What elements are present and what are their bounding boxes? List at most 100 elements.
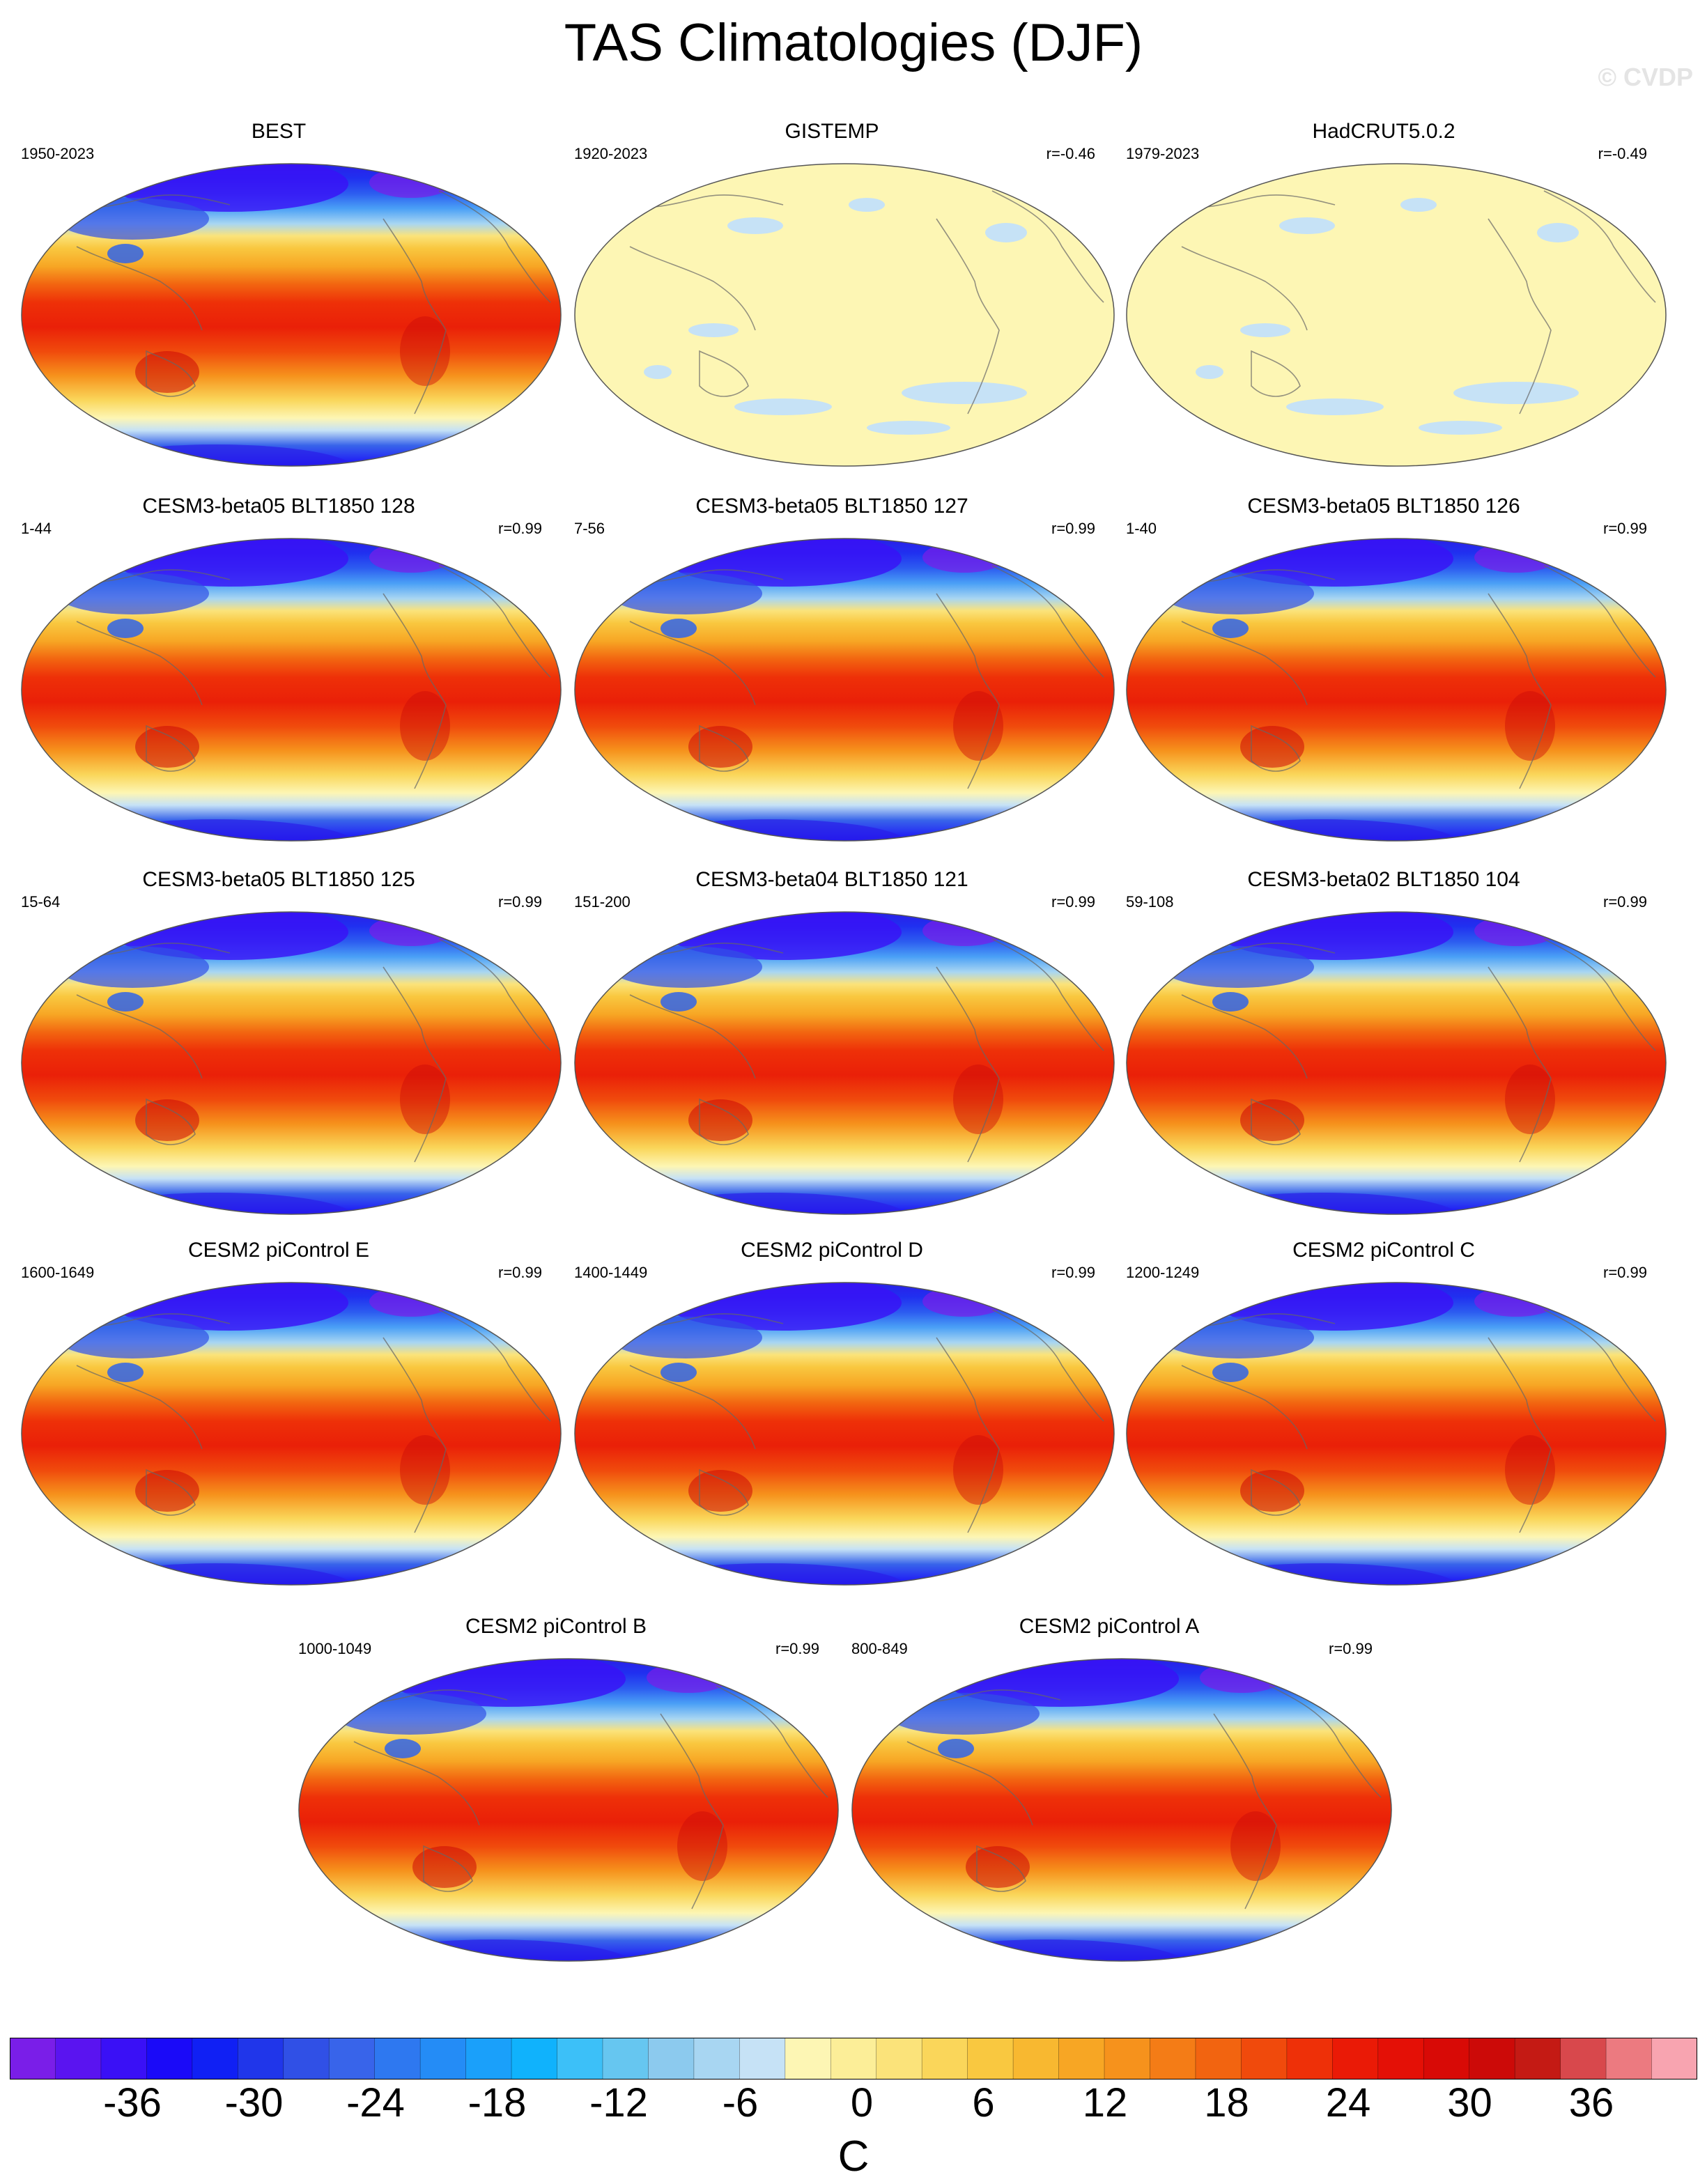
panel-correlation: r=0.99 bbox=[498, 520, 542, 537]
global-temperature-map bbox=[21, 1282, 562, 1586]
coastline bbox=[383, 966, 447, 1163]
coastline bbox=[1269, 1685, 1382, 1798]
tibet-cold-spot bbox=[1212, 1363, 1249, 1382]
australia-warm-region bbox=[688, 1099, 752, 1141]
siberia-cold-region bbox=[609, 1317, 762, 1358]
panel-title: CESM3-beta05 BLT1850 127 bbox=[695, 495, 968, 518]
panel-correlation: r=-0.46 bbox=[1046, 145, 1095, 162]
australia-warm-region bbox=[412, 1846, 477, 1888]
coastline bbox=[1251, 1469, 1301, 1516]
colorbar-swatch bbox=[1013, 2038, 1060, 2080]
colorbar-tick-label: -18 bbox=[468, 2080, 527, 2125]
colorbar-swatch bbox=[1058, 2038, 1105, 2080]
anomaly-patch bbox=[1240, 323, 1290, 337]
panel-correlation: r=-0.49 bbox=[1598, 145, 1647, 162]
map-border bbox=[21, 1282, 562, 1586]
colorbar-swatch bbox=[1286, 2038, 1333, 2080]
australia-warm-region bbox=[688, 726, 752, 768]
tibet-cold-spot bbox=[385, 1739, 421, 1758]
panel-years: 7-56 bbox=[574, 520, 605, 537]
coastline bbox=[1251, 350, 1301, 397]
map-field bbox=[1127, 539, 1666, 841]
coastline bbox=[1251, 1098, 1301, 1145]
siberia-cold-region bbox=[56, 1317, 209, 1358]
map-border bbox=[1126, 911, 1667, 1215]
panel-correlation: r=0.99 bbox=[775, 1640, 819, 1657]
south-america-warm-region bbox=[1505, 1435, 1555, 1505]
panel-correlation: r=0.99 bbox=[1603, 520, 1647, 537]
colorbar-swatch bbox=[1195, 2038, 1242, 2080]
map-panel: CESM3-beta05 BLT1850 126 1-40 r=0.99 bbox=[1105, 495, 1667, 857]
australia-warm-region bbox=[1240, 1470, 1304, 1512]
tibet-cold-spot bbox=[107, 619, 144, 638]
colorbar-tick-label: -12 bbox=[589, 2080, 648, 2125]
coastline bbox=[1488, 1337, 1552, 1533]
figure-title: TAS Climatologies (DJF) bbox=[564, 13, 1143, 72]
map-field bbox=[22, 912, 561, 1214]
coastline bbox=[1251, 725, 1301, 772]
map-panel: CESM3-beta02 BLT1850 104 59-108 r=0.99 bbox=[1105, 868, 1667, 1230]
greenland-cold-region bbox=[1200, 1662, 1283, 1693]
colorbar-swatch bbox=[693, 2038, 740, 2080]
colorbar-swatch bbox=[1560, 2038, 1607, 2080]
coastline bbox=[1543, 938, 1656, 1051]
panel-years: 151-200 bbox=[574, 893, 631, 911]
coastline bbox=[76, 621, 203, 706]
colorbar-tick-label: 24 bbox=[1325, 2080, 1371, 2125]
colorbar-swatch bbox=[922, 2038, 968, 2080]
anomaly-patch bbox=[849, 198, 885, 212]
tibet-cold-spot bbox=[661, 992, 697, 1012]
coastline bbox=[660, 1713, 724, 1910]
greenland-cold-region bbox=[369, 915, 453, 946]
colorbar-swatch bbox=[1377, 2038, 1424, 2080]
map-panel: CESM2 piControl B 1000-1049 r=0.99 bbox=[277, 1615, 839, 1977]
map-border bbox=[851, 1658, 1392, 1962]
greenland-cold-region bbox=[369, 167, 453, 198]
coastline bbox=[716, 1685, 828, 1798]
coastline bbox=[991, 565, 1104, 678]
colorbar-swatch bbox=[420, 2038, 467, 2080]
coastline bbox=[146, 1469, 196, 1516]
colorbar-unit: C bbox=[837, 2132, 870, 2181]
greenland-cold-region bbox=[1474, 1286, 1558, 1317]
global-temperature-map bbox=[21, 163, 562, 467]
panel-title: CESM3-beta05 BLT1850 125 bbox=[142, 868, 415, 891]
map-field bbox=[852, 1659, 1391, 1961]
greenland-cold-region bbox=[1474, 542, 1558, 573]
colorbar-swatch bbox=[465, 2038, 512, 2080]
coastline bbox=[1213, 1713, 1277, 1910]
panel-title: CESM3-beta05 BLT1850 126 bbox=[1247, 495, 1520, 518]
coastline bbox=[76, 994, 203, 1079]
coastline bbox=[629, 621, 756, 706]
panel-years: 1400-1449 bbox=[574, 1264, 648, 1281]
anomaly-patch bbox=[1419, 421, 1502, 435]
global-temperature-map bbox=[21, 911, 562, 1215]
coastline bbox=[146, 725, 196, 772]
map-panel: CESM2 piControl C 1200-1249 r=0.99 bbox=[1105, 1239, 1667, 1601]
panel-title: CESM2 piControl B bbox=[465, 1615, 647, 1638]
coastline bbox=[936, 593, 1000, 789]
colorbar-swatch bbox=[1332, 2038, 1379, 2080]
coastline bbox=[76, 1365, 203, 1450]
global-temperature-map bbox=[574, 538, 1115, 842]
colorbar-tick-labels: -36 -30 -24 -18 -12 -6 0 6 12 18 24 30 36 bbox=[0, 2080, 1707, 2135]
colorbar-tick-label: 18 bbox=[1204, 2080, 1249, 2125]
colorbar-swatch bbox=[1104, 2038, 1150, 2080]
global-temperature-map bbox=[1126, 911, 1667, 1215]
greenland-cold-region bbox=[369, 542, 453, 573]
map-panel: CESM3-beta05 BLT1850 125 15-64 r=0.99 bbox=[0, 868, 562, 1230]
anomaly-patch bbox=[902, 382, 1027, 404]
map-field bbox=[299, 1659, 838, 1961]
map-field bbox=[1127, 164, 1666, 466]
australia-warm-region bbox=[135, 1099, 199, 1141]
panel-title: HadCRUT5.0.2 bbox=[1312, 120, 1455, 143]
colorbar-swatch bbox=[739, 2038, 786, 2080]
map-border bbox=[574, 538, 1115, 842]
map-field bbox=[575, 912, 1114, 1214]
tibet-cold-spot bbox=[938, 1739, 974, 1758]
panel-correlation: r=0.99 bbox=[1051, 1264, 1095, 1281]
colorbar-swatch bbox=[146, 2038, 193, 2080]
colorbar-tick-label: -6 bbox=[722, 2080, 759, 2125]
panel-title: CESM3-beta04 BLT1850 121 bbox=[695, 868, 968, 891]
coastline bbox=[629, 246, 756, 331]
